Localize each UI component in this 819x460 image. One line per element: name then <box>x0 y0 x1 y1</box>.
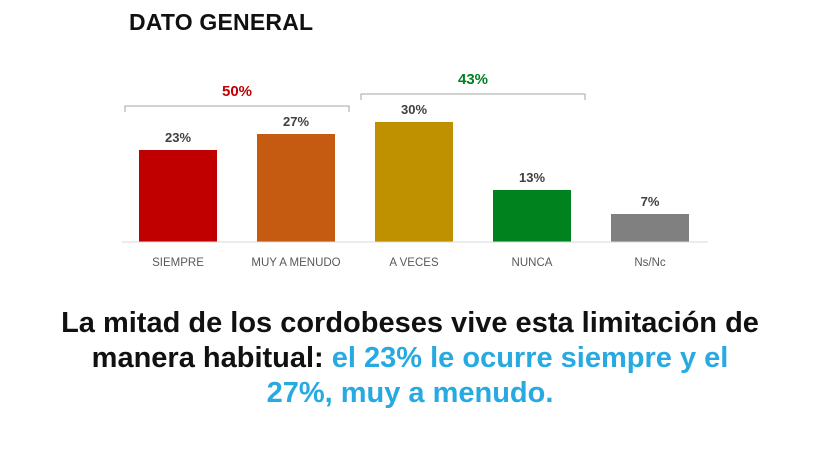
category-label: Ns/Nc <box>634 257 666 269</box>
value-label: 13% <box>519 170 545 185</box>
bar-a-veces <box>375 122 453 242</box>
value-label: 27% <box>283 114 309 129</box>
page-title: DATO GENERAL <box>129 9 314 35</box>
labels: 23% SIEMPRE 27% MUY A MENUDO 30% A VECES 13% NU… <box>152 102 666 269</box>
bar-nunca <box>493 190 571 242</box>
caption-highlight-text: el 23% le ocurre siempre y el 27%, muy a… <box>266 342 729 409</box>
bar-chart: 50% 43% 23% SIEMPRE 27% MUY A MENUDO 30% A VEC… <box>122 71 708 269</box>
group-total-label: 50% <box>222 83 252 100</box>
value-label: 23% <box>165 130 191 145</box>
bar-muy-a-menudo <box>257 134 335 242</box>
category-label: A VECES <box>389 257 439 269</box>
value-label: 7% <box>641 194 660 209</box>
bar-siempre <box>139 150 217 242</box>
group-bracket <box>360 93 586 100</box>
category-label: SIEMPRE <box>152 257 204 269</box>
group-brackets: 50% 43% <box>124 71 586 112</box>
group-bracket <box>124 105 350 112</box>
value-label: 30% <box>401 102 427 117</box>
headline-caption: La mitad de los cordobeses vive esta lim… <box>60 306 760 411</box>
category-label: MUY A MENUDO <box>251 257 340 269</box>
group-total-label: 43% <box>458 71 488 88</box>
bars <box>139 122 689 242</box>
bar-ns-nc <box>611 214 689 242</box>
caption-main-text: La mitad de los cordobeses vive esta lim… <box>61 307 759 374</box>
category-label: NUNCA <box>512 257 553 269</box>
